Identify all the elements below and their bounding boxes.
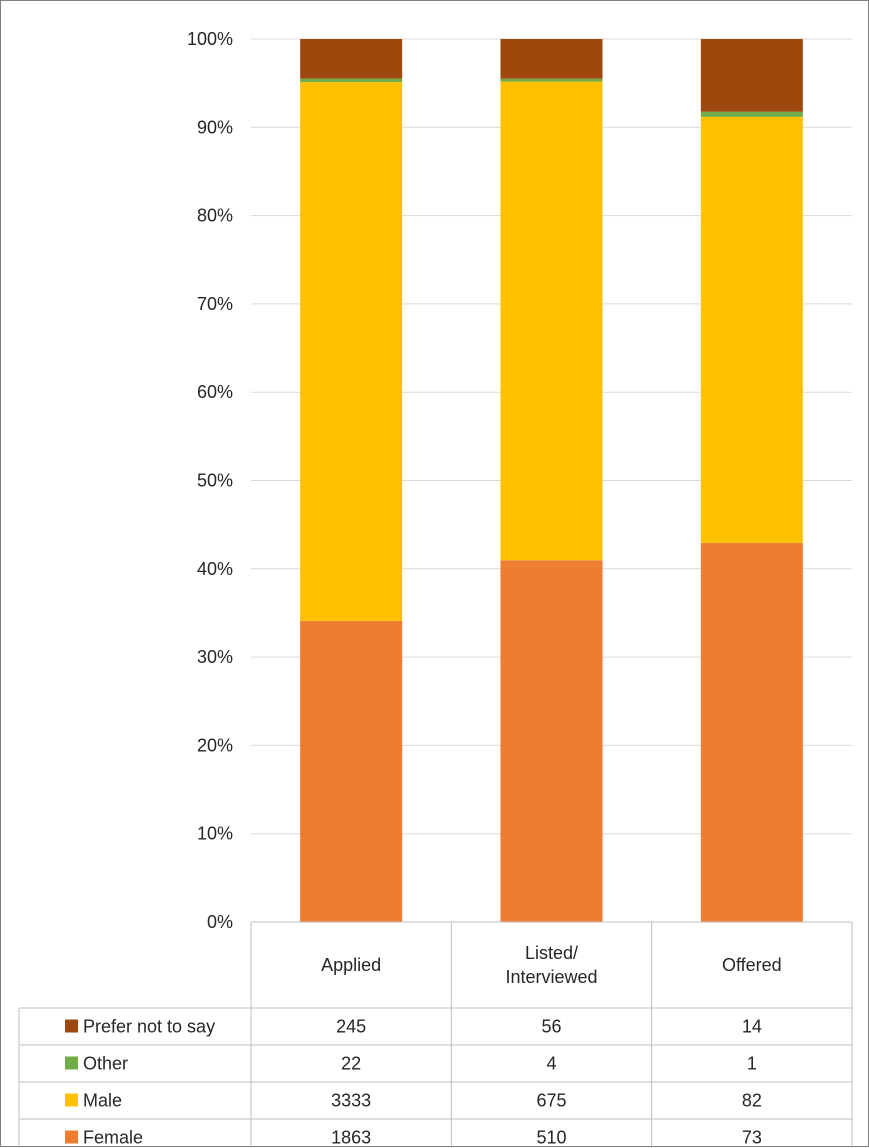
table-cell-male-offered: 82	[742, 1091, 762, 1111]
y-tick-label: 10%	[197, 824, 233, 844]
y-tick-label: 70%	[197, 294, 233, 314]
y-tick-label: 60%	[197, 382, 233, 402]
category-label-listed-interviewed: Listed/	[525, 943, 578, 963]
bar-segment-applied-male	[300, 82, 403, 621]
table-cell-female-offered: 73	[742, 1128, 762, 1148]
bar-segment-offered-other	[700, 111, 803, 117]
legend-key-prefer-not-to-say	[65, 1019, 78, 1033]
table-cell-female-listed-interviewed: 510	[536, 1128, 566, 1148]
bar-segment-applied-prefer-not-to-say	[300, 39, 403, 79]
table-cell-male-applied: 3333	[331, 1091, 371, 1111]
legend-label-female: Female	[83, 1128, 143, 1148]
bar-segment-offered-female	[700, 542, 803, 922]
category-label-offered: Offered	[722, 955, 782, 975]
legend-key-female	[65, 1130, 78, 1144]
table-cell-prefer-not-to-say-offered: 14	[742, 1017, 762, 1037]
bar-segment-listed-interviewed-male	[500, 81, 603, 561]
y-tick-label: 30%	[197, 647, 233, 667]
y-tick-label: 50%	[197, 471, 233, 491]
bar-segment-listed-interviewed-prefer-not-to-say	[500, 39, 603, 79]
table-cell-other-applied: 22	[341, 1054, 361, 1074]
y-tick-label: 80%	[197, 206, 233, 226]
legend-label-prefer-not-to-say: Prefer not to say	[83, 1017, 215, 1037]
table-cell-prefer-not-to-say-applied: 245	[336, 1017, 366, 1037]
legend-label-male: Male	[83, 1091, 122, 1111]
legend-label-other: Other	[83, 1054, 128, 1074]
bar-segment-applied-female	[300, 620, 403, 922]
bar-segment-applied-other	[300, 78, 403, 83]
y-tick-label: 40%	[197, 559, 233, 579]
legend-key-male	[65, 1093, 78, 1107]
table-cell-other-listed-interviewed: 4	[546, 1054, 556, 1074]
y-tick-label: 90%	[197, 117, 233, 137]
y-tick-label: 0%	[207, 912, 233, 932]
bar-segment-offered-male	[700, 116, 803, 543]
y-tick-label: 20%	[197, 735, 233, 755]
bar-segment-listed-interviewed-female	[500, 560, 603, 922]
table-cell-other-offered: 1	[747, 1054, 757, 1074]
table-cell-male-listed-interviewed: 675	[536, 1091, 566, 1111]
legend-key-other	[65, 1056, 78, 1070]
bar-segment-listed-interviewed-other	[500, 78, 603, 82]
bar-segment-offered-prefer-not-to-say	[700, 39, 803, 112]
table-cell-female-applied: 1863	[331, 1128, 371, 1148]
category-label-applied: Applied	[321, 955, 381, 975]
category-label-listed-interviewed: Interviewed	[505, 967, 597, 987]
table-cell-prefer-not-to-say-listed-interviewed: 56	[541, 1017, 561, 1037]
y-tick-label: 100%	[187, 29, 233, 49]
